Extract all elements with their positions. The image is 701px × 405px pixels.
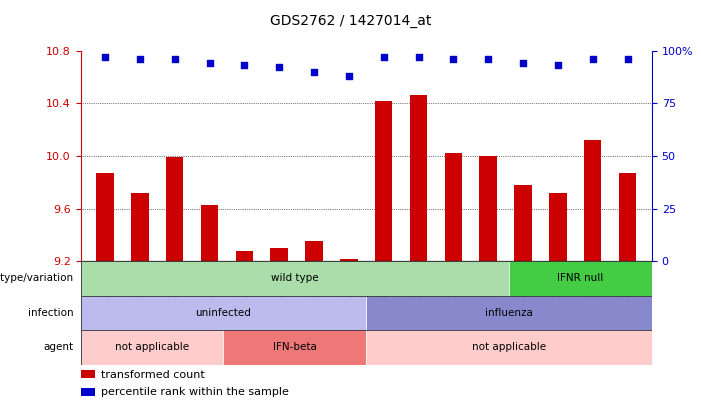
Point: [204, 47, 215, 54]
FancyBboxPatch shape: [509, 261, 652, 296]
Point: [343, 72, 355, 79]
Point: [413, 54, 424, 60]
FancyBboxPatch shape: [81, 296, 366, 330]
Point: [239, 47, 250, 54]
Bar: [236, 251, 253, 261]
Bar: [444, 153, 462, 261]
Point: [343, 47, 355, 54]
Bar: [271, 248, 288, 261]
Point: [482, 47, 494, 54]
FancyBboxPatch shape: [366, 296, 652, 330]
Text: influenza: influenza: [485, 308, 533, 318]
Bar: [340, 258, 358, 261]
Point: [134, 47, 145, 54]
Point: [622, 56, 633, 62]
Point: [552, 62, 564, 68]
Bar: [410, 95, 427, 261]
Point: [169, 47, 180, 54]
Point: [448, 56, 459, 62]
Text: wild type: wild type: [271, 273, 319, 283]
Point: [587, 56, 599, 62]
Point: [517, 47, 529, 54]
Text: genotype/variation: genotype/variation: [0, 273, 74, 283]
FancyBboxPatch shape: [81, 261, 509, 296]
Text: GDS2762 / 1427014_at: GDS2762 / 1427014_at: [270, 14, 431, 28]
Point: [169, 56, 180, 62]
Bar: [479, 156, 497, 261]
Text: infection: infection: [28, 308, 74, 318]
Bar: [584, 140, 601, 261]
Text: not applicable: not applicable: [472, 342, 546, 352]
Point: [204, 60, 215, 66]
Bar: [131, 193, 149, 261]
Bar: [81, 388, 95, 396]
Point: [308, 47, 320, 54]
Bar: [81, 370, 95, 378]
Point: [134, 56, 145, 62]
Text: IFN-beta: IFN-beta: [273, 342, 317, 352]
Bar: [96, 173, 114, 261]
Point: [378, 47, 389, 54]
Point: [100, 47, 111, 54]
Bar: [375, 100, 393, 261]
Bar: [515, 185, 532, 261]
Point: [413, 47, 424, 54]
Text: uninfected: uninfected: [196, 308, 252, 318]
Text: IFNR null: IFNR null: [557, 273, 604, 283]
Point: [622, 47, 633, 54]
Point: [239, 62, 250, 68]
Bar: [549, 193, 566, 261]
Point: [273, 64, 285, 71]
Bar: [166, 157, 184, 261]
Point: [100, 54, 111, 60]
Point: [552, 47, 564, 54]
Point: [378, 54, 389, 60]
Bar: [619, 173, 637, 261]
FancyBboxPatch shape: [81, 330, 224, 364]
Bar: [306, 241, 322, 261]
Point: [308, 68, 320, 75]
Point: [482, 56, 494, 62]
Text: agent: agent: [43, 342, 74, 352]
Point: [587, 47, 599, 54]
Text: percentile rank within the sample: percentile rank within the sample: [101, 387, 289, 397]
Point: [517, 60, 529, 66]
Text: not applicable: not applicable: [115, 342, 189, 352]
Point: [448, 47, 459, 54]
Point: [273, 47, 285, 54]
Bar: [200, 205, 218, 261]
FancyBboxPatch shape: [366, 330, 652, 364]
Text: transformed count: transformed count: [101, 369, 205, 379]
FancyBboxPatch shape: [224, 330, 366, 364]
